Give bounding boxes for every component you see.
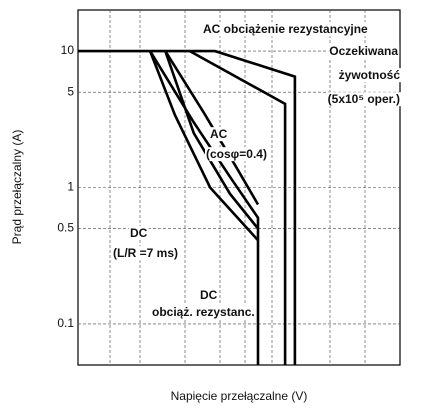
annotation: DC bbox=[200, 288, 218, 302]
curve bbox=[148, 50, 260, 365]
annotation: AC bbox=[210, 127, 228, 141]
y-tick-label: 10 bbox=[61, 43, 75, 57]
curve bbox=[164, 50, 260, 230]
annotation-bg bbox=[151, 305, 256, 320]
annotation: (5x10⁵ oper.) bbox=[328, 92, 400, 106]
annotation-bg bbox=[129, 226, 149, 241]
annotation-bg bbox=[328, 44, 400, 59]
annotation: Oczekiwana bbox=[329, 44, 398, 58]
y-axis-label: Prąd przełączalny (A) bbox=[10, 130, 24, 245]
x-axis-label: Napięcie przełączalne (V) bbox=[171, 389, 308, 403]
annotation: (L/R =7 ms) bbox=[113, 246, 178, 260]
curve bbox=[189, 49, 287, 365]
annotation-bg bbox=[112, 246, 180, 261]
annotation-bg bbox=[199, 288, 219, 303]
y-tick-label: 1 bbox=[67, 180, 74, 194]
annotation-bg bbox=[337, 68, 402, 83]
y-tick-label: 5 bbox=[67, 84, 74, 98]
annotation-bg bbox=[326, 92, 401, 107]
curve bbox=[148, 50, 259, 242]
annotation: DC bbox=[130, 226, 148, 240]
annotation: (cosφ=0.4) bbox=[206, 147, 267, 161]
y-tick-label: 0.1 bbox=[57, 316, 74, 330]
y-tick-label: 0.5 bbox=[57, 221, 74, 235]
annotation-bg bbox=[202, 22, 370, 37]
annotation: żywotność bbox=[339, 68, 401, 82]
annotation-bg bbox=[205, 147, 268, 162]
annotation: obciąż. rezystanc. bbox=[152, 305, 255, 319]
curve bbox=[78, 49, 297, 365]
annotation-bg bbox=[209, 127, 229, 142]
annotation: AC obciążenie rezystancyjne bbox=[203, 22, 368, 36]
